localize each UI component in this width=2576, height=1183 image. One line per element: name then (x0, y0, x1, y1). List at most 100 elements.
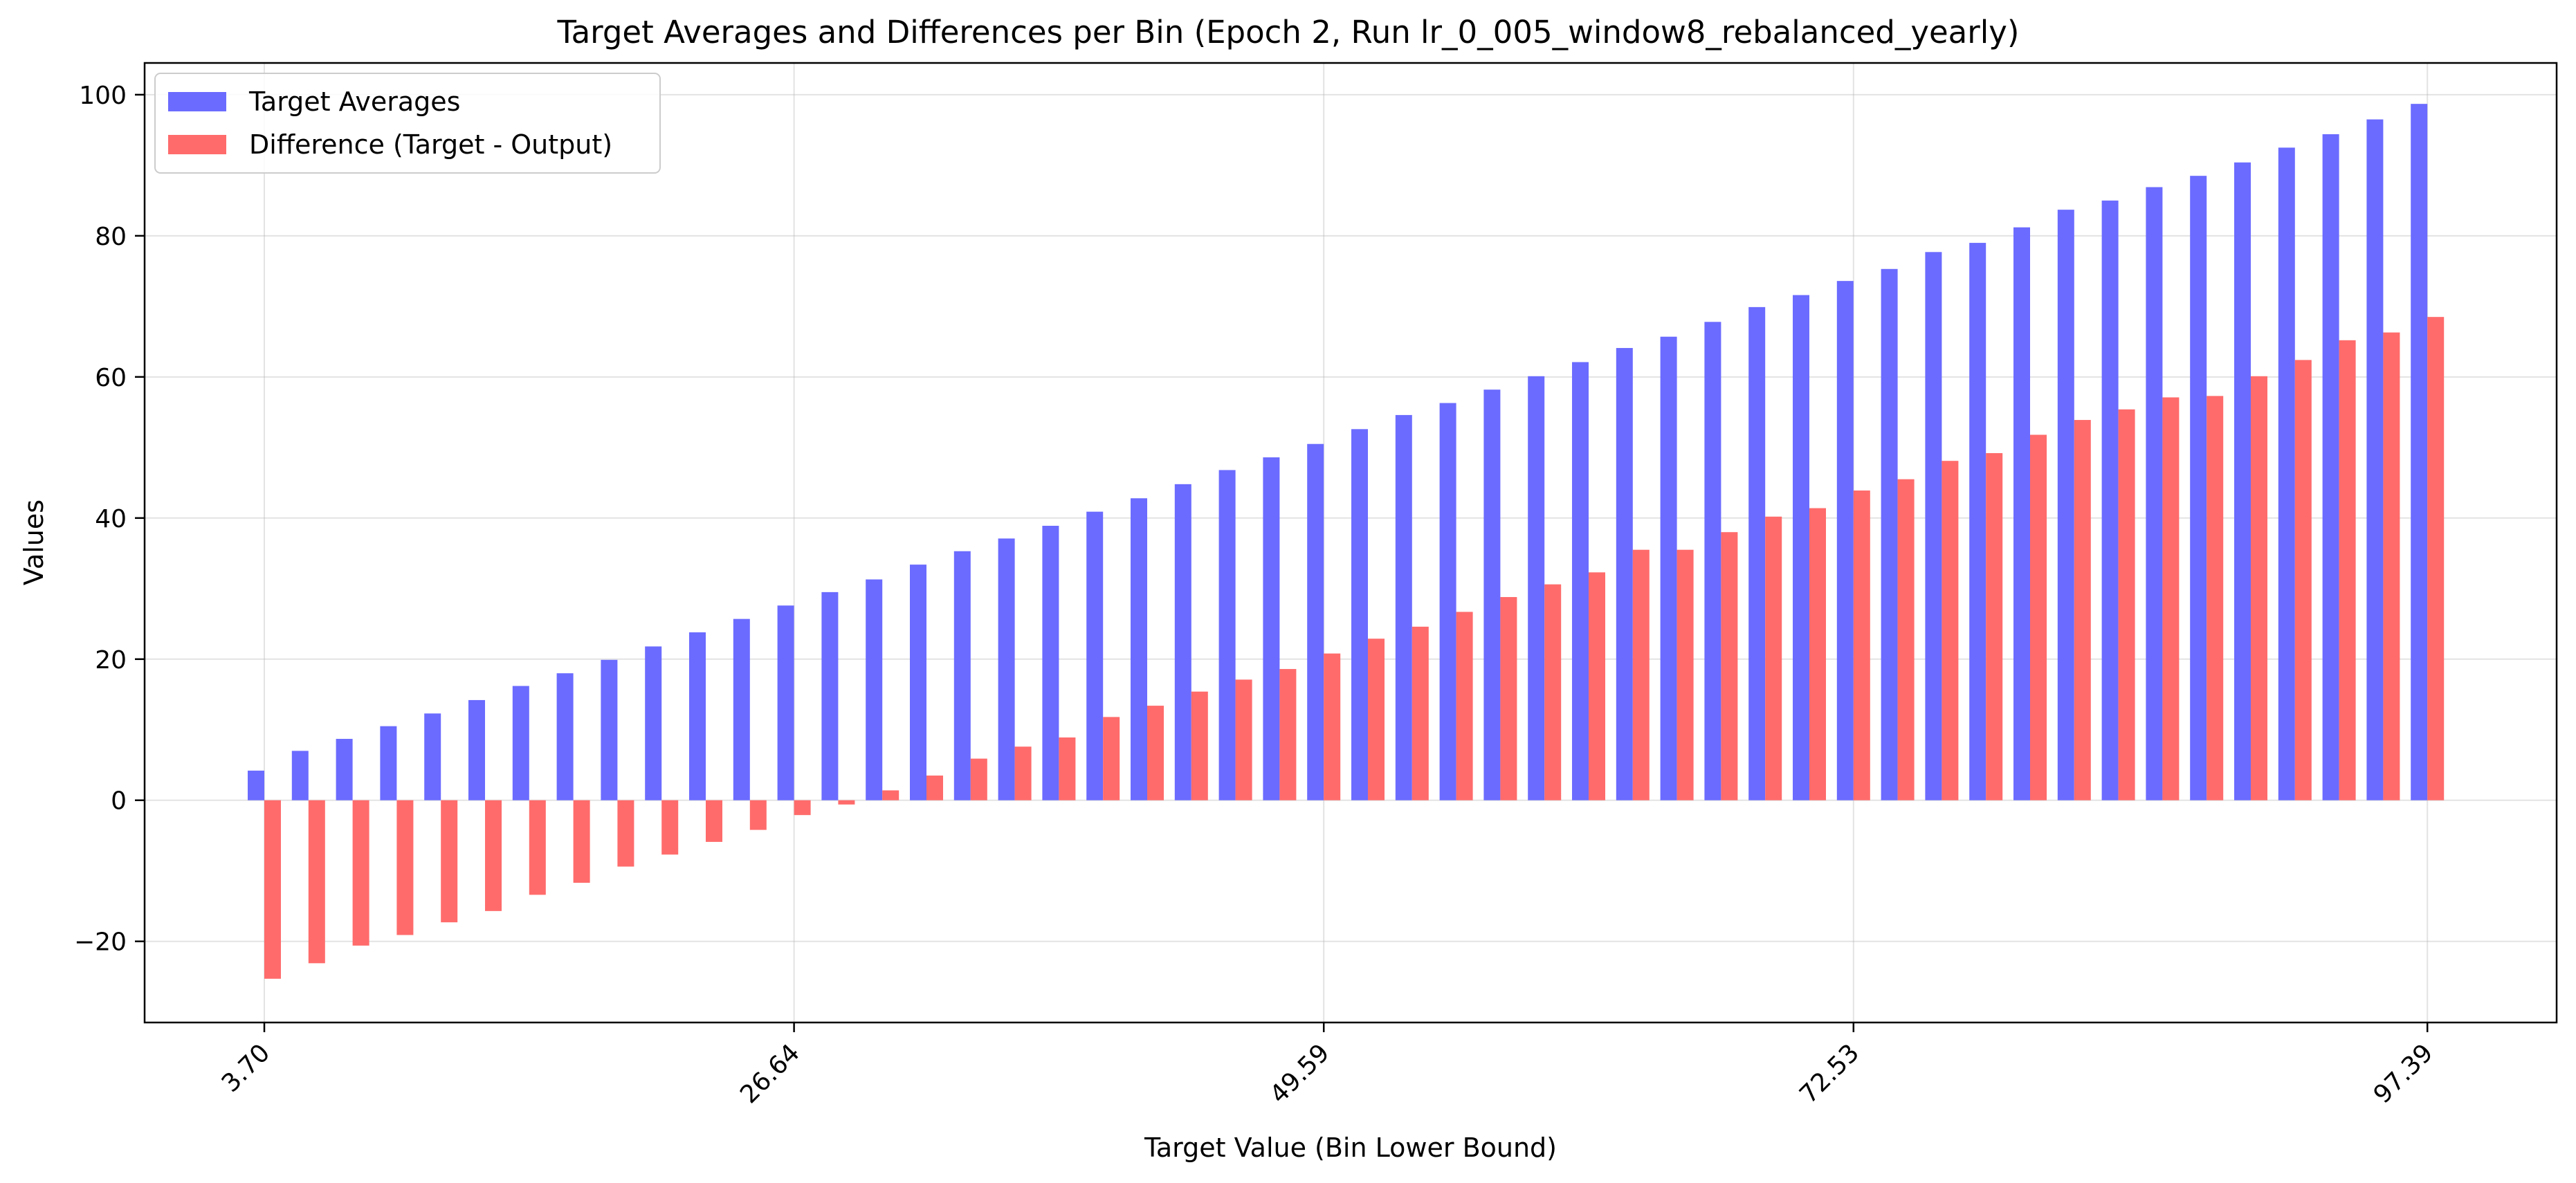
bar-target-average (866, 579, 883, 800)
x-tick-label: 49.59 (1265, 1038, 1335, 1109)
bar-target-average (689, 632, 706, 800)
y-tick-label: −20 (74, 928, 127, 957)
bar-target-average (2366, 119, 2384, 800)
bar-difference (1324, 653, 1341, 800)
y-tick-label: 20 (95, 646, 127, 675)
bar-difference (2207, 396, 2224, 800)
bar-target-average (248, 770, 264, 800)
bar-target-average (2190, 176, 2207, 800)
bar-difference (1942, 461, 1959, 800)
bar-difference (1014, 746, 1032, 800)
legend-label-difference: Difference (Target - Output) (249, 129, 612, 160)
bar-difference (794, 800, 811, 816)
bar-difference (1986, 452, 2003, 800)
bar-difference (1059, 737, 1076, 800)
x-tick-label: 26.64 (735, 1038, 805, 1109)
x-tick-label: 72.53 (1794, 1038, 1865, 1109)
bar-target-average (601, 659, 618, 800)
bar-target-average (1351, 429, 1368, 800)
bar-target-average (2411, 104, 2428, 800)
y-tick-label: 60 (95, 364, 127, 392)
bar-difference (1147, 706, 1164, 800)
bar-target-average (1439, 403, 1456, 800)
bar-target-average (1131, 498, 1147, 800)
bar-difference (1103, 717, 1120, 800)
bar-target-average (1307, 443, 1324, 800)
plot-frame (143, 62, 2558, 1024)
bar-difference (617, 800, 634, 867)
bar-difference (573, 800, 590, 883)
bar-target-average (1263, 457, 1280, 800)
bar-difference (485, 800, 502, 911)
bar-difference (661, 800, 679, 855)
bar-target-average (1528, 376, 1545, 800)
bar-target-average (645, 646, 662, 800)
bar-difference (2162, 397, 2180, 800)
bar-target-average (1704, 322, 1721, 800)
y-tick-label: 80 (95, 223, 127, 251)
bar-target-average (2234, 162, 2251, 800)
bar-target-average (821, 592, 839, 800)
bar-difference (1589, 572, 1605, 800)
y-axis-ticks: −20 0 20 40 60 80 100 (74, 82, 145, 957)
bar-target-average (291, 751, 309, 800)
bar-difference (1721, 532, 1738, 800)
bar-target-average (1793, 295, 1809, 800)
bar-difference (2030, 434, 2047, 800)
bar-difference (1412, 626, 1429, 800)
bar-target-average (380, 726, 397, 800)
x-axis-label: Target Value (Bin Lower Bound) (1144, 1132, 1557, 1163)
bar-difference (2251, 376, 2267, 800)
bar-difference (1279, 669, 1297, 800)
bar-target-average (468, 699, 485, 800)
bar-target-average (953, 551, 971, 800)
legend-label-target-averages: Target Averages (248, 86, 460, 117)
bar-difference (396, 800, 414, 935)
bar-target-average (998, 538, 1015, 800)
bar-target-average (1660, 336, 1677, 800)
bar-target-average (1042, 526, 1059, 800)
bar-difference (1235, 679, 1252, 800)
bar-difference (441, 800, 458, 923)
bar-target-average (2101, 200, 2119, 800)
bar-difference (1632, 549, 1650, 800)
bar-difference (1368, 639, 1385, 800)
bar-target-average (2057, 210, 2074, 800)
bar-target-average (424, 713, 441, 800)
bar-difference (1809, 508, 1826, 800)
bar-difference (2074, 420, 2091, 800)
bar-target-average (1395, 414, 1412, 800)
x-tick-label: 3.70 (217, 1038, 276, 1098)
bar-difference (926, 776, 943, 800)
bar-target-average (1969, 243, 1986, 800)
bar-target-average (2278, 147, 2295, 800)
bar-difference (1191, 691, 1208, 800)
bar-target-average (1836, 281, 1854, 800)
bar-difference (2427, 317, 2445, 800)
bar-target-average (1483, 389, 1501, 800)
bar-target-average (1218, 470, 1236, 800)
bar-target-average (1881, 268, 1898, 800)
bar-target-average (1572, 362, 1589, 800)
bar-difference (264, 800, 281, 979)
x-axis-ticks: 3.70 26.64 49.59 72.53 97.39 (217, 1022, 2439, 1109)
bar-difference (706, 800, 722, 842)
bar-difference (352, 800, 369, 946)
bar-difference (308, 800, 325, 964)
bar-difference (882, 790, 899, 800)
y-tick-label: 40 (95, 505, 127, 533)
bar-difference (529, 800, 546, 895)
bar-target-average (1174, 484, 1191, 800)
bar-target-average (777, 605, 794, 800)
bar-difference (1544, 584, 1562, 800)
bar-difference (749, 800, 767, 830)
bar-target-average (2013, 227, 2030, 800)
y-tick-label: 0 (111, 787, 127, 816)
bar-target-average (336, 739, 353, 800)
bar-target-average (1925, 252, 1942, 800)
bar-difference (838, 800, 855, 805)
legend-swatch-difference (168, 135, 226, 154)
bar-difference (1456, 612, 1473, 800)
chart-title: Target Averages and Differences per Bin … (557, 14, 2020, 51)
